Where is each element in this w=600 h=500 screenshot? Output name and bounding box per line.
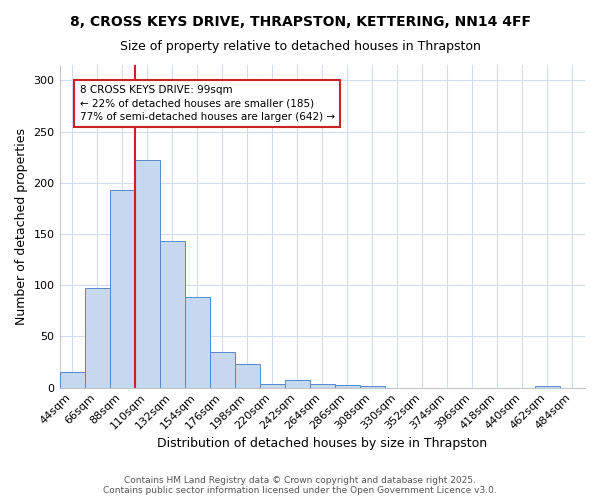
Bar: [335, 384, 360, 388]
X-axis label: Distribution of detached houses by size in Thrapston: Distribution of detached houses by size …: [157, 437, 487, 450]
Bar: [535, 386, 560, 388]
Bar: [185, 298, 209, 388]
Bar: [160, 241, 185, 388]
Bar: [310, 384, 335, 388]
Bar: [134, 160, 160, 388]
Bar: [285, 380, 310, 388]
Text: 8 CROSS KEYS DRIVE: 99sqm
← 22% of detached houses are smaller (185)
77% of semi: 8 CROSS KEYS DRIVE: 99sqm ← 22% of detac…: [80, 86, 335, 122]
Bar: [209, 352, 235, 388]
Bar: [360, 386, 385, 388]
Text: Size of property relative to detached houses in Thrapston: Size of property relative to detached ho…: [119, 40, 481, 53]
Bar: [260, 384, 285, 388]
Bar: [59, 372, 85, 388]
Text: Contains HM Land Registry data © Crown copyright and database right 2025.
Contai: Contains HM Land Registry data © Crown c…: [103, 476, 497, 495]
Y-axis label: Number of detached properties: Number of detached properties: [15, 128, 28, 325]
Bar: [110, 190, 134, 388]
Bar: [235, 364, 260, 388]
Bar: [85, 288, 110, 388]
Text: 8, CROSS KEYS DRIVE, THRAPSTON, KETTERING, NN14 4FF: 8, CROSS KEYS DRIVE, THRAPSTON, KETTERIN…: [70, 15, 530, 29]
